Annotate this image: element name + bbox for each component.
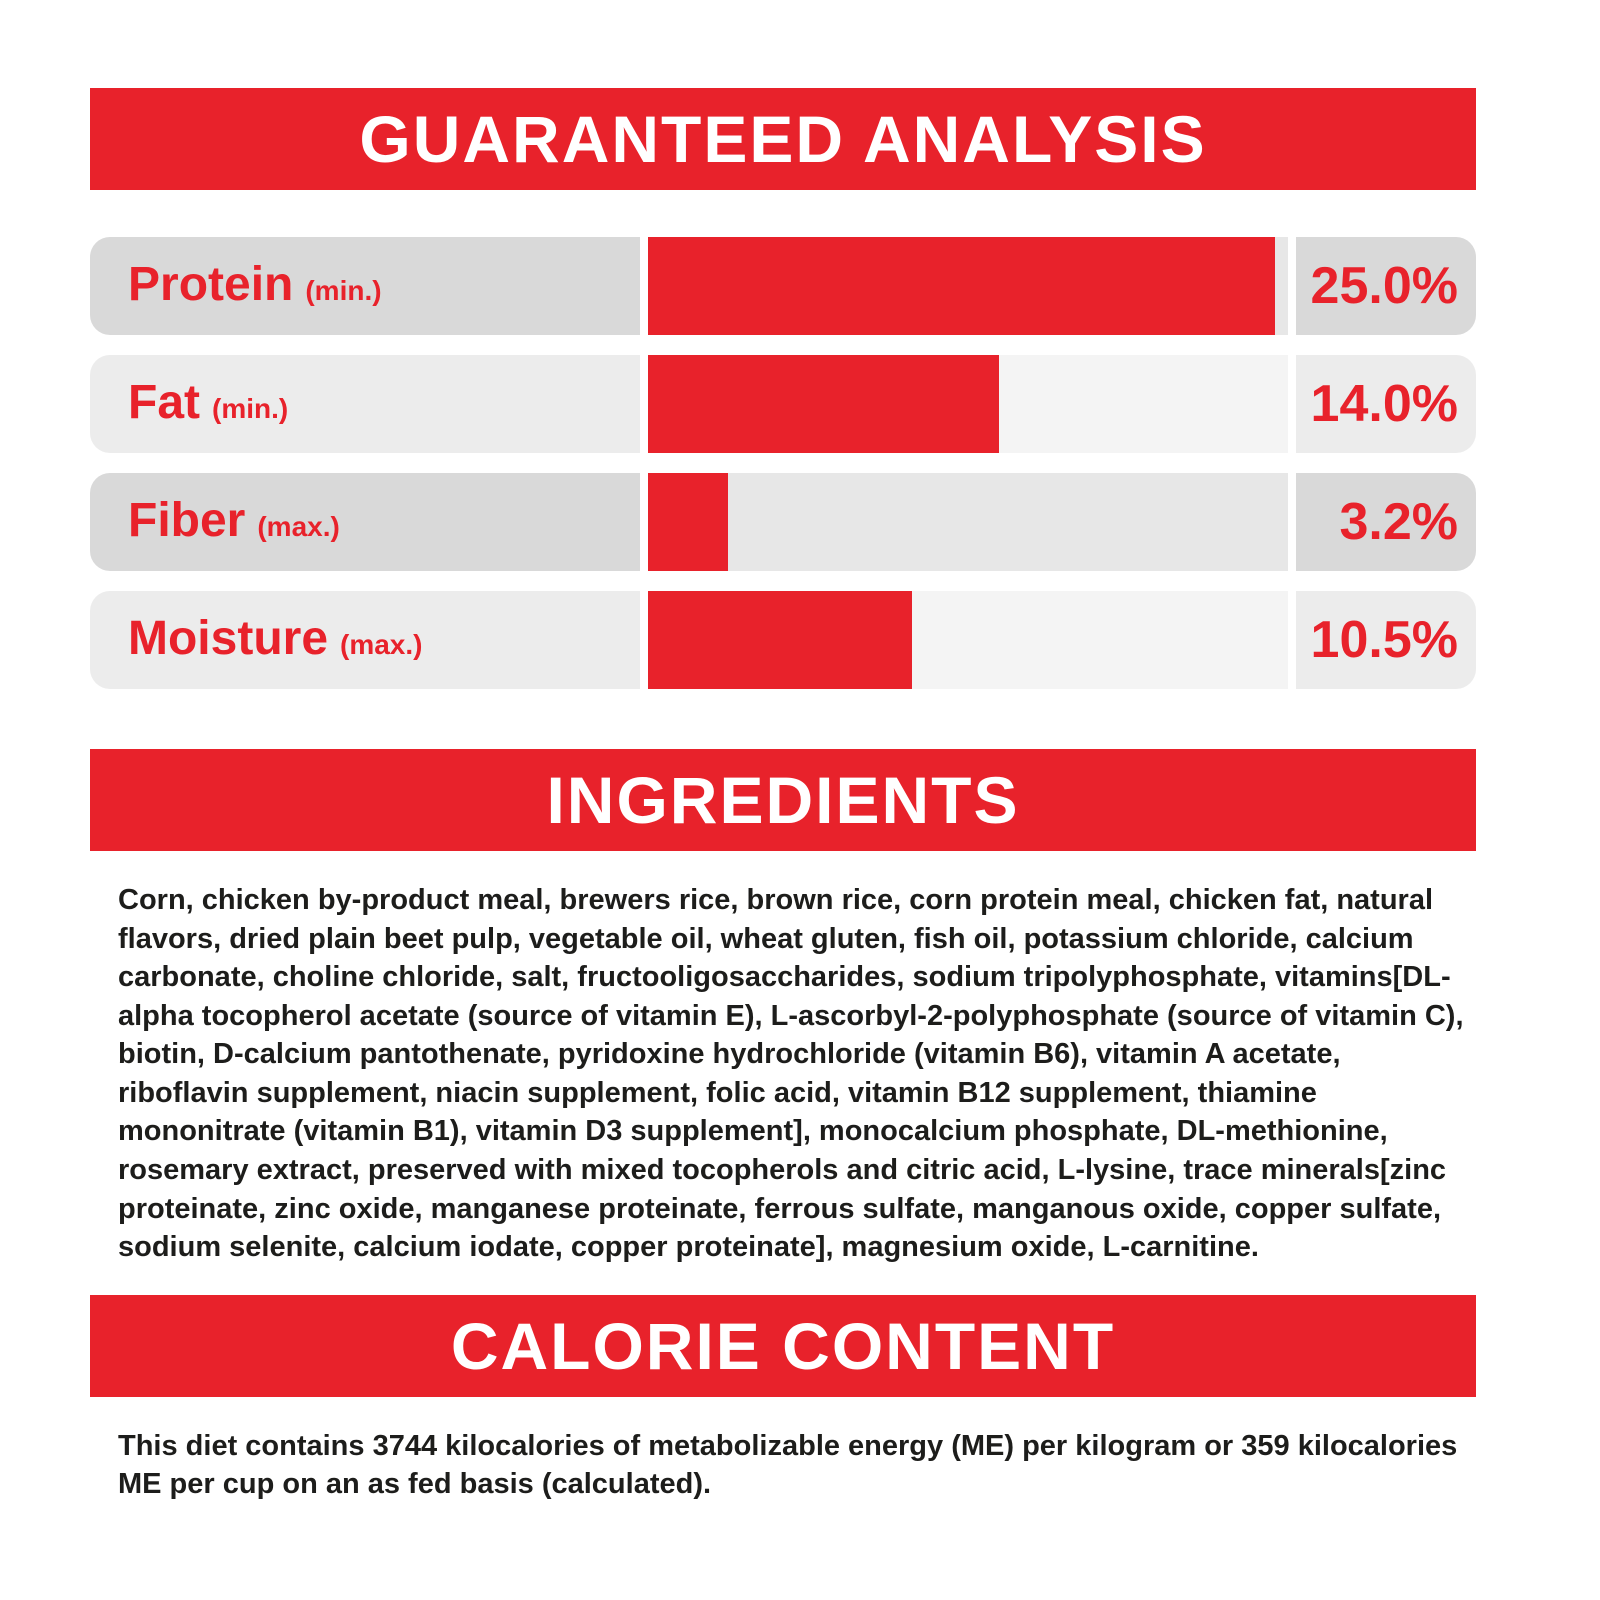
- nutrient-value: 10.5%: [1296, 591, 1476, 689]
- nutrient-value: 25.0%: [1296, 237, 1476, 335]
- bar-track: [648, 237, 1288, 335]
- guaranteed-analysis-banner: GUARANTEED ANALYSIS: [90, 88, 1476, 190]
- nutrient-qualifier: (max.): [340, 629, 423, 660]
- calorie-content-title: CALORIE CONTENT: [450, 1308, 1116, 1383]
- nutrient-qualifier: (max.): [257, 511, 340, 542]
- bar-fill-fat: [648, 355, 1000, 453]
- analysis-bar-chart: Protein (min.) 25.0% Fat (min.) 14.0% Fibe…: [90, 237, 1476, 689]
- nutrient-value: 3.2%: [1296, 473, 1476, 571]
- nutrient-qualifier: (min.): [305, 275, 382, 306]
- bar-track: [648, 355, 1288, 453]
- ingredients-title: INGREDIENTS: [546, 763, 1020, 837]
- nutrient-name: Protein: [128, 258, 294, 311]
- analysis-row-protein: Protein (min.) 25.0%: [90, 237, 1476, 335]
- bar-fill-moisture: [648, 591, 912, 689]
- bar-track: [648, 473, 1288, 571]
- guaranteed-analysis-title: GUARANTEED ANALYSIS: [359, 102, 1207, 176]
- nutrient-name: Fiber: [128, 494, 246, 547]
- analysis-row-fiber: Fiber (max.) 3.2%: [90, 473, 1476, 571]
- nutrient-name: Fat: [128, 376, 200, 429]
- calorie-content-text: This diet contains 3744 kilocalories of …: [118, 1429, 1458, 1501]
- nutrient-label-cell: Protein (min.): [90, 237, 640, 335]
- nutrient-value: 14.0%: [1296, 355, 1476, 453]
- nutrient-name: Moisture: [128, 612, 329, 665]
- nutrient-label-cell: Fiber (max.): [90, 473, 640, 571]
- bar-track: [648, 591, 1288, 689]
- nutrient-label-cell: Fat (min.): [90, 355, 640, 453]
- ingredients-text: Corn, chicken by-product meal, brewers r…: [118, 884, 1464, 1264]
- ingredients-banner: INGREDIENTS: [90, 749, 1476, 851]
- analysis-row-fat: Fat (min.) 14.0%: [90, 355, 1476, 453]
- label-content: GUARANTEED ANALYSIS Protein (min.) 25.0% …: [90, 0, 1476, 1504]
- nutrient-qualifier: (min.): [212, 393, 289, 424]
- bar-fill-protein: [648, 237, 1276, 335]
- calorie-content-banner: CALORIE CONTENT: [90, 1294, 1476, 1397]
- analysis-row-moisture: Moisture (max.) 10.5%: [90, 591, 1476, 689]
- nutrient-label-cell: Moisture (max.): [90, 591, 640, 689]
- bar-fill-fiber: [648, 473, 729, 571]
